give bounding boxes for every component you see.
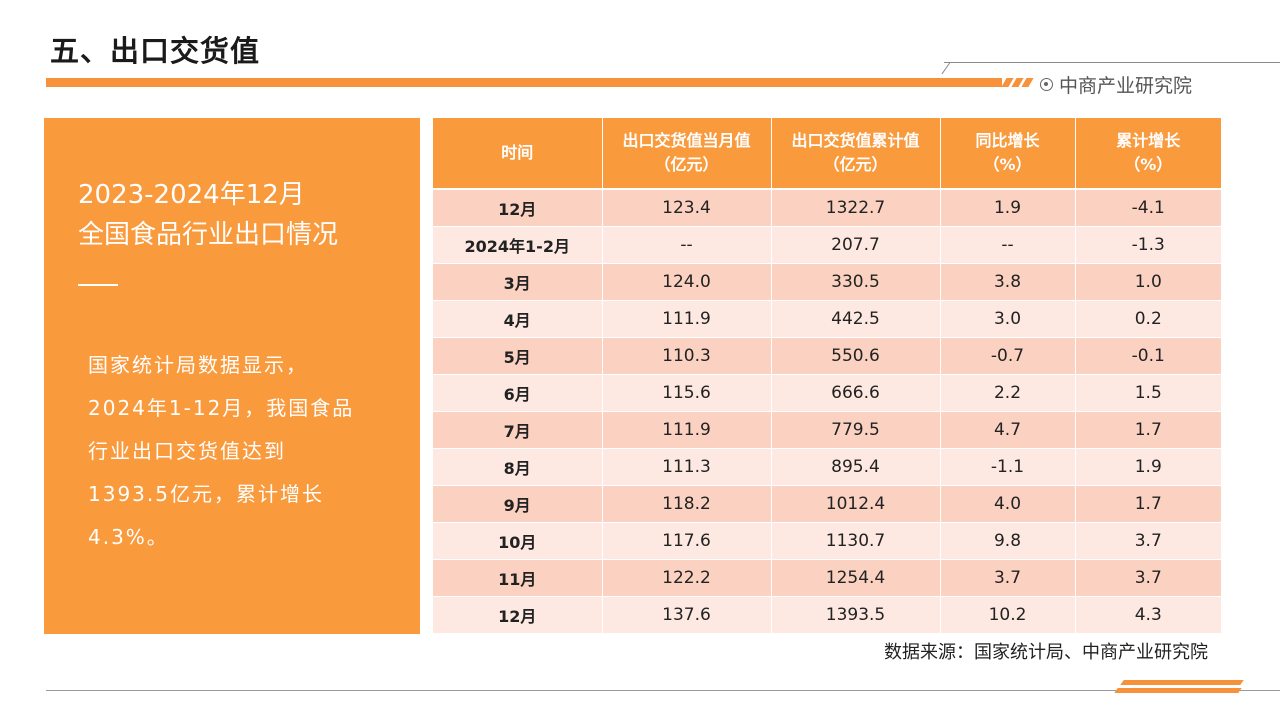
table-header-cell: 时间 (433, 118, 603, 190)
table-cell: 2.2 (940, 374, 1076, 412)
table-cell: 1130.7 (771, 522, 941, 560)
export-data-table: 时间 出口交货值当月值 （亿元） 出口交货值累计值 （亿元） 同比增长 （%） 累计增长… (433, 118, 1221, 634)
table-cell: 1.9 (1075, 448, 1221, 486)
circle-dot-icon (1040, 78, 1053, 91)
table-cell: 779.5 (771, 411, 941, 449)
table-cell-time: 7月 (433, 411, 603, 449)
table-header-cell: 同比增长 （%） (940, 118, 1076, 190)
brand-logo: 中商产业研究院 (1040, 71, 1192, 98)
table-cell: 207.7 (771, 226, 941, 264)
table-cell: 666.6 (771, 374, 941, 412)
title-accent-bar (46, 78, 1002, 87)
table-cell: 550.6 (771, 337, 941, 375)
table-cell: 118.2 (602, 485, 772, 523)
table-row: 4月 111.9 442.5 3.0 0.2 (433, 300, 1221, 338)
header-rule (944, 62, 1280, 63)
table-cell-time: 2024年1-2月 (433, 226, 603, 264)
table-cell-time: 6月 (433, 374, 603, 412)
table-cell: 1.9 (940, 189, 1076, 227)
table-cell: 3.0 (940, 300, 1076, 338)
table-cell: 9.8 (940, 522, 1076, 560)
table-header-cell: 累计增长 （%） (1075, 118, 1221, 190)
table-row: 3月 124.0 330.5 3.8 1.0 (433, 263, 1221, 301)
table-body: 12月 123.4 1322.7 1.9 -4.1 2024年1-2月 -- 207.7 -- -… (433, 189, 1221, 634)
table-cell: 330.5 (771, 263, 941, 301)
footer-decorative-stripes (1112, 680, 1244, 694)
table-row: 2024年1-2月 -- 207.7 -- -1.3 (433, 226, 1221, 264)
table-cell: -1.3 (1075, 226, 1221, 264)
table-cell: 3.7 (1075, 559, 1221, 597)
table-cell: 115.6 (602, 374, 772, 412)
panel-body-text: 国家统计局数据显示，2024年1-12月，我国食品行业出口交货值达到1393.5… (88, 353, 355, 549)
table-cell: 122.2 (602, 559, 772, 597)
table-cell: 3.7 (1075, 522, 1221, 560)
table-cell: 1.7 (1075, 411, 1221, 449)
table-row: 12月 137.6 1393.5 10.2 4.3 (433, 596, 1221, 634)
table-row: 7月 111.9 779.5 4.7 1.7 (433, 411, 1221, 449)
table-cell: 1322.7 (771, 189, 941, 227)
table-row: 12月 123.4 1322.7 1.9 -4.1 (433, 189, 1221, 227)
panel-title-line1: 2023-2024年12月 (78, 180, 305, 210)
table-row: 5月 110.3 550.6 -0.7 -0.1 (433, 337, 1221, 375)
table-cell: 1.0 (1075, 263, 1221, 301)
table-cell-time: 5月 (433, 337, 603, 375)
table-header-row: 时间 出口交货值当月值 （亿元） 出口交货值累计值 （亿元） 同比增长 （%） 累计增长… (433, 118, 1221, 190)
data-source-note: 数据来源：国家统计局、中商产业研究院 (884, 642, 1208, 663)
table-cell: -0.7 (940, 337, 1076, 375)
table-cell: 4.3 (1075, 596, 1221, 634)
table-cell: 111.9 (602, 300, 772, 338)
table-cell-time: 3月 (433, 263, 603, 301)
panel-title-line2: 全国食品行业出口情况 (78, 220, 339, 250)
table-cell: 111.9 (602, 411, 772, 449)
table-row: 10月 117.6 1130.7 9.8 3.7 (433, 522, 1221, 560)
table-cell: 895.4 (771, 448, 941, 486)
table-cell: 1393.5 (771, 596, 941, 634)
table-header-cell: 出口交货值累计值 （亿元） (771, 118, 941, 190)
table-row: 8月 111.3 895.4 -1.1 1.9 (433, 448, 1221, 486)
table-cell: 123.4 (602, 189, 772, 227)
table-cell: 4.7 (940, 411, 1076, 449)
table-cell: 1254.4 (771, 559, 941, 597)
table-cell: -1.1 (940, 448, 1076, 486)
table-cell: 1.7 (1075, 485, 1221, 523)
table-cell: 0.2 (1075, 300, 1221, 338)
footer-rule (46, 690, 1280, 691)
table-cell: 1.5 (1075, 374, 1221, 412)
table-cell: 3.8 (940, 263, 1076, 301)
table-cell: -- (602, 226, 772, 264)
page-title: 五、出口交货值 (50, 34, 261, 68)
table-cell-time: 4月 (433, 300, 603, 338)
table-cell: -0.1 (1075, 337, 1221, 375)
table-cell: 4.0 (940, 485, 1076, 523)
table-cell: 137.6 (602, 596, 772, 634)
table-cell-time: 12月 (433, 596, 603, 634)
table-cell: -4.1 (1075, 189, 1221, 227)
table-cell: 117.6 (602, 522, 772, 560)
summary-panel: 2023-2024年12月 全国食品行业出口情况 国家统计局数据显示，2024年… (44, 118, 420, 634)
table-cell-time: 9月 (433, 485, 603, 523)
table-cell: 442.5 (771, 300, 941, 338)
table-header-cell: 出口交货值当月值 （亿元） (602, 118, 772, 190)
table-row: 11月 122.2 1254.4 3.7 3.7 (433, 559, 1221, 597)
table-cell: 3.7 (940, 559, 1076, 597)
header-rule-diagonal (941, 62, 951, 75)
decorative-stripes (1000, 78, 1034, 87)
table-cell: 10.2 (940, 596, 1076, 634)
table-cell-time: 10月 (433, 522, 603, 560)
table-row: 9月 118.2 1012.4 4.0 1.7 (433, 485, 1221, 523)
brand-name: 中商产业研究院 (1059, 75, 1193, 97)
table-cell: 1012.4 (771, 485, 941, 523)
table-cell-time: 8月 (433, 448, 603, 486)
table-cell: 124.0 (602, 263, 772, 301)
table-cell: 111.3 (602, 448, 772, 486)
panel-divider (78, 284, 118, 286)
table-cell: -- (940, 226, 1076, 264)
table-cell-time: 12月 (433, 189, 603, 227)
table-cell: 110.3 (602, 337, 772, 375)
table-row: 6月 115.6 666.6 2.2 1.5 (433, 374, 1221, 412)
table-cell-time: 11月 (433, 559, 603, 597)
